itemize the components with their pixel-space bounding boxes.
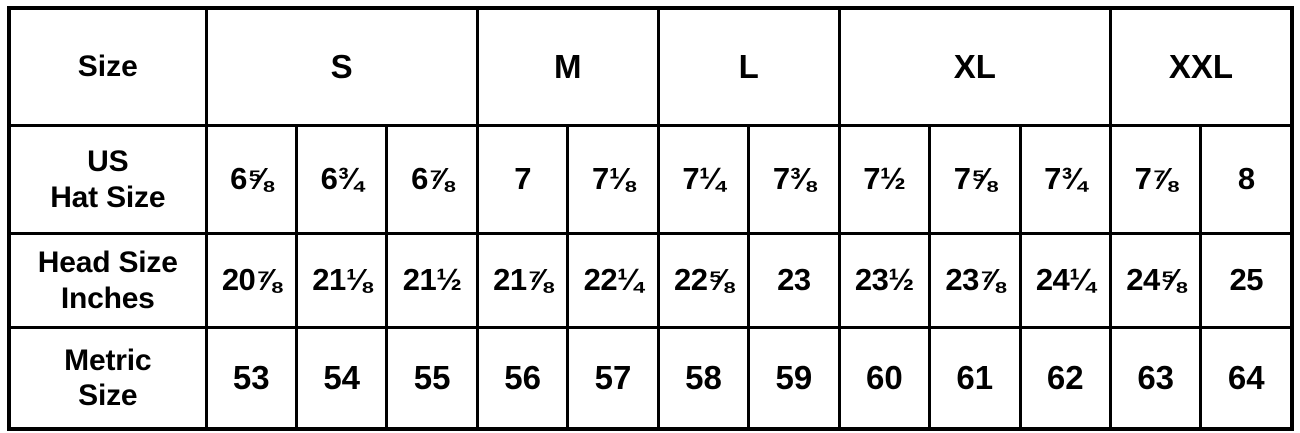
head-size-inches-cell: 23⅞ — [928, 232, 1022, 329]
head-size-inches-cell: 21⅞ — [475, 232, 570, 329]
corner-label-size: Size — [8, 7, 208, 127]
us-hat-size-cell: 7¼ — [656, 124, 751, 235]
us-hat-size-cell: 7½ — [837, 124, 932, 235]
metric-size-cell: 55 — [385, 326, 479, 430]
us-hat-size-cell: 7 — [475, 124, 570, 235]
metric-size-cell: 62 — [1018, 326, 1112, 430]
us-hat-size-cell: 6⅞ — [385, 124, 479, 235]
head-size-inches-cell: 22⅝ — [656, 232, 751, 329]
head-size-inches-cell: 22¼ — [566, 232, 660, 329]
table-row-head-size-inches: Head Size Inches 20⅞ 21⅛ 21½ 21⅞ 22¼ 22⅝ … — [8, 232, 1293, 329]
us-hat-size-cell: 6¾ — [294, 124, 389, 235]
hat-size-chart-table: Size S M L XL XXL US Hat Size 6⅝ 6¾ 6⅞ 7 … — [7, 6, 1294, 431]
metric-size-cell: 53 — [204, 326, 298, 430]
metric-size-cell: 54 — [294, 326, 389, 430]
size-group-s: S — [204, 7, 479, 127]
head-size-inches-cell: 24¼ — [1018, 232, 1112, 329]
head-size-inches-cell: 25 — [1199, 232, 1293, 329]
head-size-inches-cell: 24⅝ — [1108, 232, 1203, 329]
table-row-us-hat-size: US Hat Size 6⅝ 6¾ 6⅞ 7 7⅛ 7¼ 7⅜ 7½ 7⅝ 7¾ … — [8, 124, 1293, 235]
metric-size-cell: 59 — [747, 326, 841, 430]
row-label-metric-size: Metric Size — [8, 326, 208, 430]
size-group-xl: XL — [837, 7, 1112, 127]
us-hat-size-cell: 7⅝ — [928, 124, 1022, 235]
head-size-inches-cell: 21⅛ — [294, 232, 389, 329]
us-hat-size-cell: 7¾ — [1018, 124, 1112, 235]
metric-size-cell: 63 — [1108, 326, 1203, 430]
metric-size-cell: 58 — [656, 326, 751, 430]
us-hat-size-cell: 7⅛ — [566, 124, 660, 235]
head-size-inches-cell: 21½ — [385, 232, 479, 329]
us-hat-size-cell: 8 — [1199, 124, 1293, 235]
us-hat-size-cell: 7⅜ — [747, 124, 841, 235]
table-row-size-groups: Size S M L XL XXL — [8, 7, 1294, 127]
metric-size-cell: 60 — [837, 326, 932, 430]
head-size-inches-cell: 23 — [747, 232, 841, 329]
metric-size-cell: 61 — [928, 326, 1022, 430]
row-label-us-hat-size: US Hat Size — [8, 124, 208, 235]
metric-size-cell: 57 — [566, 326, 660, 430]
size-group-xxl: XXL — [1108, 7, 1294, 127]
row-label-head-size-inches: Head Size Inches — [8, 232, 208, 329]
size-group-m: M — [475, 7, 660, 127]
us-hat-size-cell: 7⅞ — [1108, 124, 1203, 235]
head-size-inches-cell: 23½ — [837, 232, 932, 329]
size-chart-container: Size S M L XL XXL US Hat Size 6⅝ 6¾ 6⅞ 7 … — [7, 6, 1294, 431]
head-size-inches-cell: 20⅞ — [204, 232, 298, 329]
table-body: Size S M L XL XXL US Hat Size 6⅝ 6¾ 6⅞ 7 … — [8, 7, 1294, 430]
metric-size-cell: 64 — [1199, 326, 1293, 430]
table-row-metric-size: Metric Size 53 54 55 56 57 58 59 60 61 62… — [8, 326, 1293, 430]
us-hat-size-cell: 6⅝ — [204, 124, 298, 235]
size-group-l: L — [656, 7, 841, 127]
metric-size-cell: 56 — [475, 326, 570, 430]
